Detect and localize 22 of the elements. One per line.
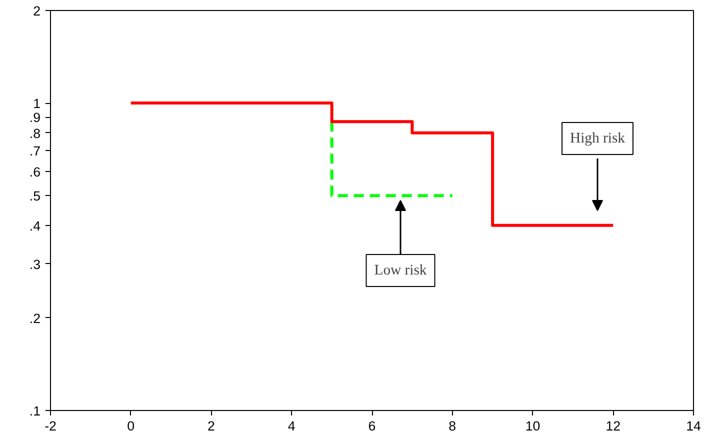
x-tick-label: 4 bbox=[288, 418, 296, 434]
y-tick-label: .1 bbox=[29, 404, 41, 418]
y-tick-label: .9 bbox=[29, 110, 41, 126]
y-tick-label: .2 bbox=[29, 310, 41, 326]
x-tick-label: 10 bbox=[525, 418, 540, 434]
x-tick-label: -2 bbox=[44, 418, 56, 434]
y-tick-label: .8 bbox=[29, 126, 41, 141]
annotation: Low risk bbox=[374, 262, 428, 278]
y-tick-label: 1 bbox=[33, 96, 41, 112]
y-tick-label: 2 bbox=[33, 4, 41, 18]
x-tick-label: 14 bbox=[686, 418, 702, 434]
x-tick-label: 2 bbox=[208, 418, 215, 434]
x-tick-label: 12 bbox=[606, 418, 621, 434]
y-tick-label: .5 bbox=[29, 188, 41, 204]
annotation: High risk bbox=[570, 130, 626, 146]
y-tick-label: .7 bbox=[29, 144, 41, 159]
y-tick-label: .4 bbox=[29, 218, 42, 234]
y-tick-label: .3 bbox=[29, 256, 41, 272]
x-tick-label: 8 bbox=[448, 418, 456, 434]
y-tick-label: .6 bbox=[29, 164, 41, 180]
x-tick-label: 0 bbox=[127, 418, 135, 434]
x-tick-label: 6 bbox=[368, 418, 376, 434]
